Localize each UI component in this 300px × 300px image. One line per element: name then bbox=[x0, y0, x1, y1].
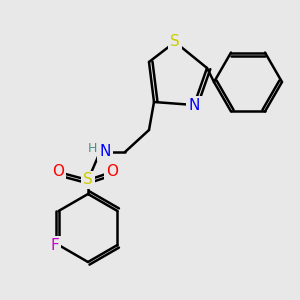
Text: O: O bbox=[106, 164, 118, 179]
Text: N: N bbox=[99, 145, 111, 160]
Text: N: N bbox=[188, 98, 200, 112]
Text: F: F bbox=[50, 238, 59, 253]
Text: S: S bbox=[170, 34, 180, 50]
Text: H: H bbox=[87, 142, 97, 154]
Text: O: O bbox=[52, 164, 64, 179]
Text: S: S bbox=[83, 172, 93, 188]
